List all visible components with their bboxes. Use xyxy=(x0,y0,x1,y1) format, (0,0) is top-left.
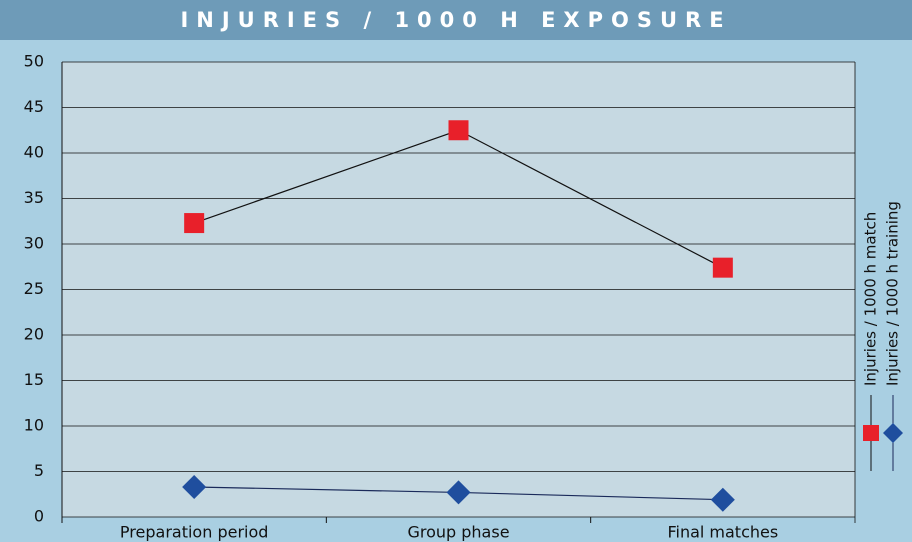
y-tick-label: 5 xyxy=(34,461,44,480)
x-tick-label: Group phase xyxy=(407,523,509,542)
y-tick-label: 20 xyxy=(24,325,44,344)
point xyxy=(446,480,471,505)
y-tick-label: 0 xyxy=(34,507,44,526)
legend-marker xyxy=(863,425,879,441)
y-tick-label: 15 xyxy=(24,370,44,389)
y-tick-label: 50 xyxy=(24,52,44,71)
legend-label: Injuries / 1000 h match xyxy=(862,212,880,386)
legend-label: Injuries / 1000 h training xyxy=(884,201,902,386)
y-tick-label: 35 xyxy=(24,188,44,207)
point xyxy=(184,213,205,234)
point xyxy=(712,257,733,278)
legend-marker xyxy=(883,423,903,443)
y-tick-label: 40 xyxy=(24,143,44,162)
point xyxy=(710,487,735,512)
chart-title: INJURIES / 1000 H EXPOSURE xyxy=(180,8,731,32)
point xyxy=(182,474,207,499)
point xyxy=(448,120,469,141)
x-tick-label: Final matches xyxy=(667,523,778,542)
y-tick-label: 25 xyxy=(24,279,44,298)
x-tick-label: Preparation period xyxy=(120,523,268,542)
y-tick-label: 30 xyxy=(24,234,44,253)
y-tick-label: 45 xyxy=(24,97,44,116)
title-bar xyxy=(0,0,912,40)
y-tick-label: 10 xyxy=(24,416,44,435)
